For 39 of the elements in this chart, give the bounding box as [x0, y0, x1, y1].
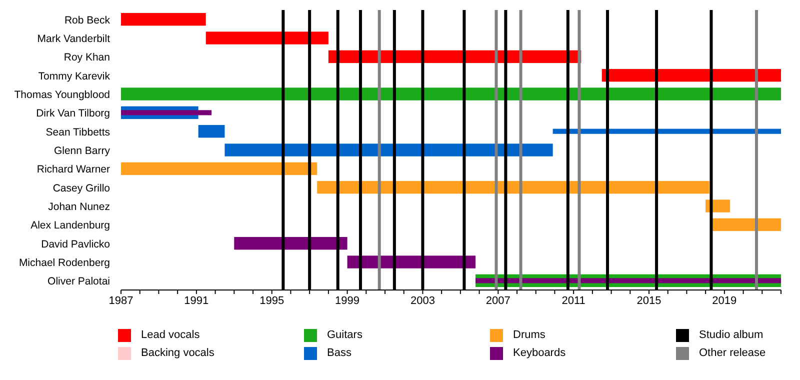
- y-tick-label: Rob Beck: [64, 14, 111, 26]
- y-tick-label: Tommy Karevik: [38, 70, 111, 82]
- x-tick-label: 2011: [562, 294, 586, 307]
- y-tick-label: Roy Khan: [64, 52, 110, 64]
- y-tick-label: Casey Grillo: [52, 182, 110, 194]
- legend-label: Other release: [699, 347, 766, 359]
- x-tick-label: 1991: [184, 294, 209, 307]
- y-tick-label: Thomas Youngblood: [14, 89, 110, 101]
- legend-label: Bass: [327, 347, 352, 359]
- legend-label: Keyboards: [513, 347, 566, 359]
- x-tick-label: 1987: [108, 294, 134, 307]
- y-tick-label: Michael Rodenberg: [18, 257, 110, 269]
- legend-label: Backing vocals: [141, 347, 214, 359]
- y-tick-label: Glenn Barry: [54, 145, 111, 157]
- y-tick-label: Alex Landenburg: [30, 220, 110, 232]
- legend-label: Guitars: [327, 329, 362, 341]
- legend-label: Studio album: [699, 329, 764, 341]
- bar: [206, 32, 328, 44]
- bar: [711, 218, 781, 232]
- bar: [121, 12, 206, 26]
- y-tick-label: Johan Nunez: [48, 201, 110, 213]
- y-tick-label: Sean Tibbetts: [46, 126, 110, 138]
- bar: [121, 162, 318, 176]
- legend-label: Lead vocals: [141, 329, 200, 341]
- x-tick-label: 1999: [335, 294, 360, 307]
- bar: [602, 68, 781, 82]
- x-tick-label: 2019: [712, 294, 737, 307]
- y-tick-label: David Pavlicko: [41, 238, 110, 250]
- bar: [198, 124, 225, 138]
- y-tick-label: Richard Warner: [36, 164, 110, 176]
- y-tick-label: Oliver Palotai: [48, 276, 110, 288]
- y-tick-label: Dirk Van Tilborg: [36, 108, 110, 120]
- x-tick-label: 2015: [636, 294, 662, 307]
- x-tick-label: 1995: [260, 294, 284, 307]
- bar: [224, 144, 553, 156]
- x-tick-label: 2003: [410, 294, 435, 307]
- legend-label: Drums: [513, 329, 546, 341]
- x-tick-label: 2007: [486, 294, 510, 307]
- y-tick-label: Mark Vanderbilt: [37, 33, 110, 45]
